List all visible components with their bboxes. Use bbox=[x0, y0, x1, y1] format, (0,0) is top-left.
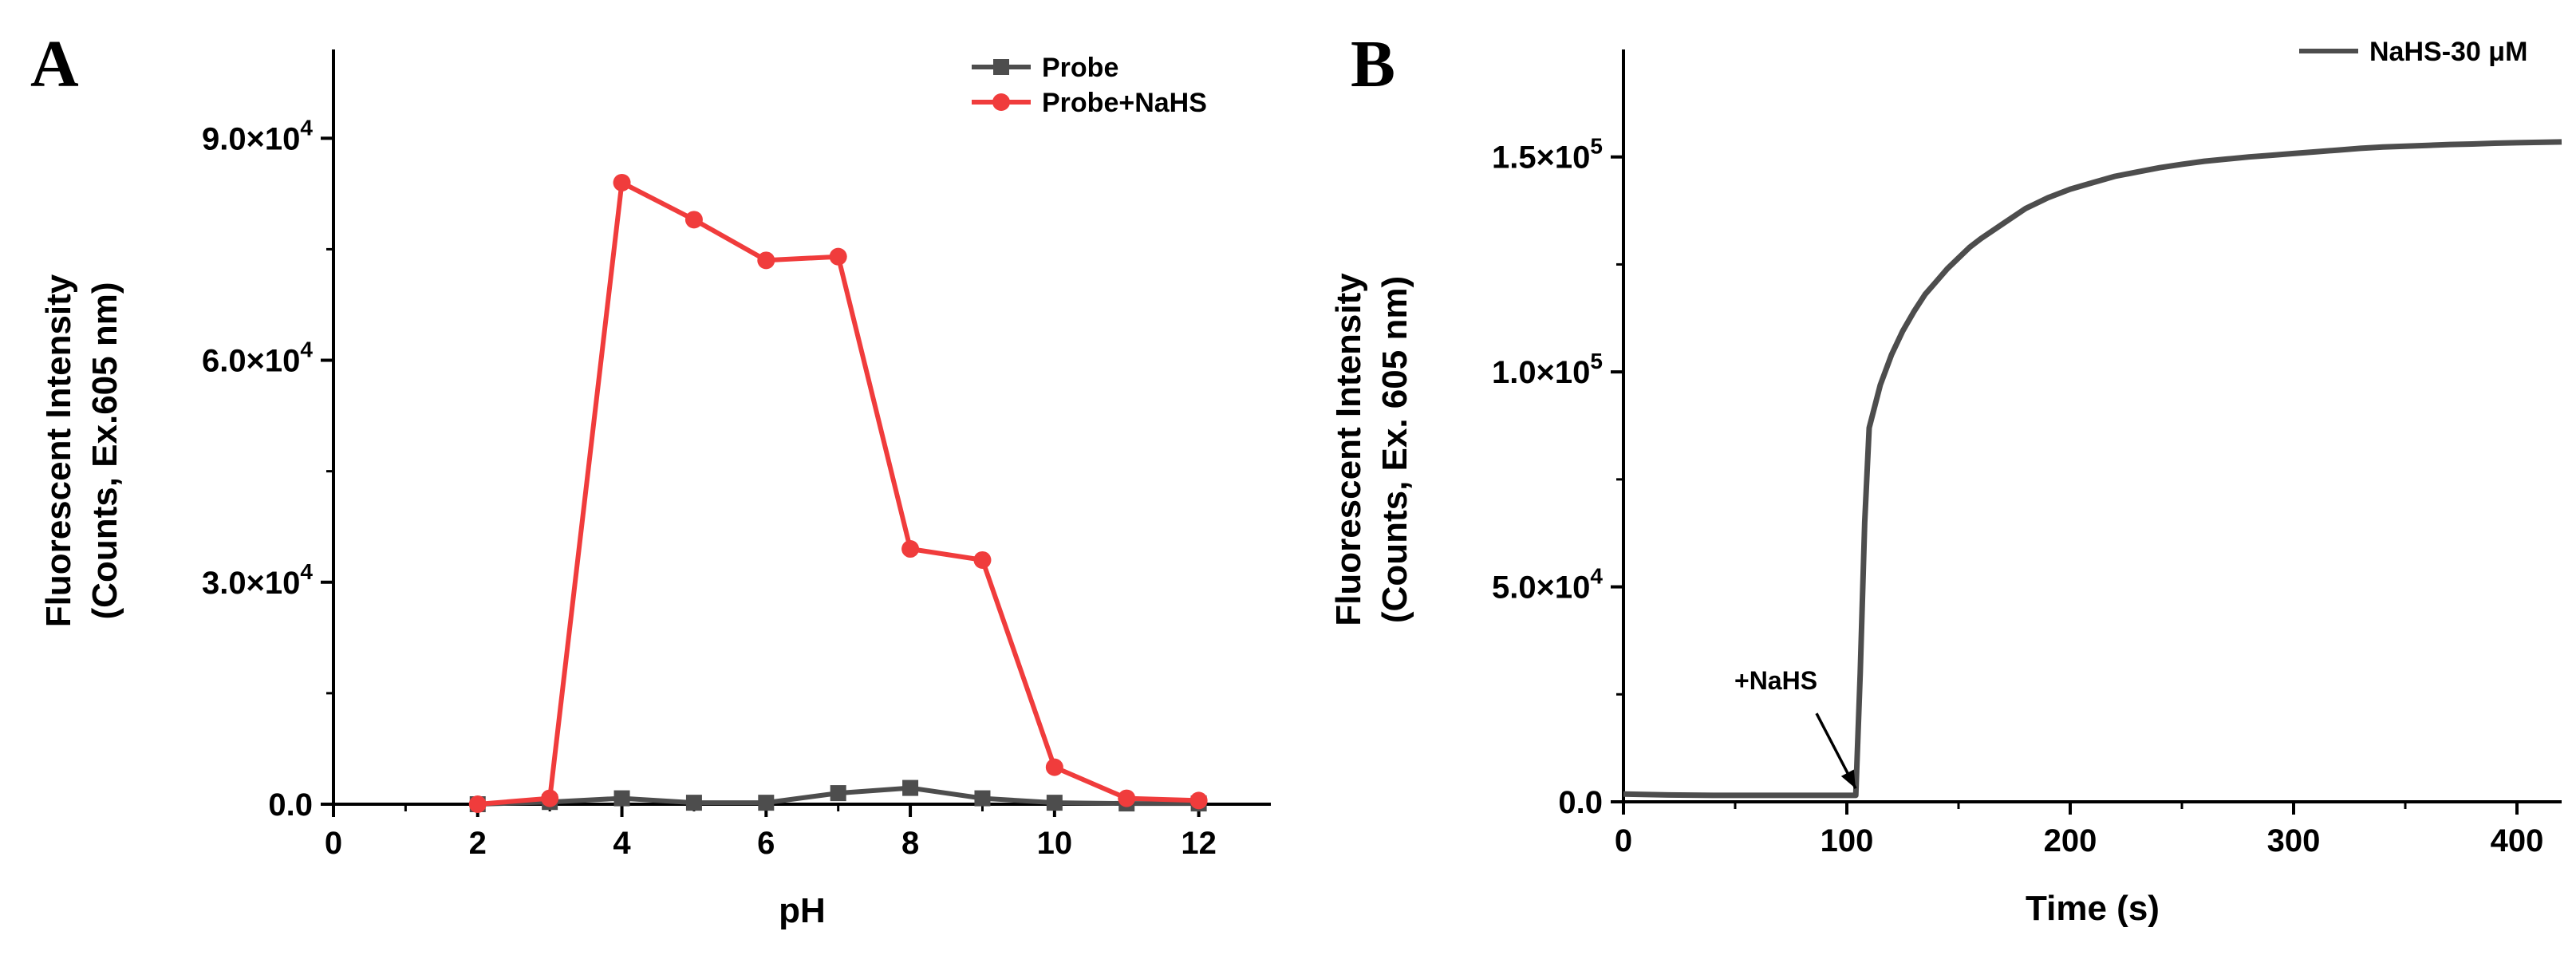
x-tick-label: 0 bbox=[325, 826, 342, 861]
y-tick-exponent: 4 bbox=[1590, 564, 1603, 589]
y-tick-mantissa: 5.0×10 bbox=[1492, 570, 1590, 606]
x-tick-label: 2 bbox=[469, 826, 487, 861]
x-tick-label: 10 bbox=[1037, 826, 1073, 861]
y-tick-label: 3.0×104 bbox=[202, 559, 313, 601]
y-tick-exponent: 4 bbox=[300, 115, 313, 140]
y-tick-exponent: 4 bbox=[300, 337, 313, 362]
y-tick-mantissa: 0.0 bbox=[268, 787, 313, 823]
y-tick-mantissa: 6.0×10 bbox=[202, 344, 300, 379]
data-point-circle bbox=[973, 551, 992, 569]
series-line-1 bbox=[1623, 139, 2562, 799]
y-tick-mantissa: 0.0 bbox=[1558, 785, 1603, 820]
y-axis-title-line2: (Counts, Ex. 605 nm) bbox=[1375, 276, 1414, 623]
data-point-circle bbox=[541, 789, 559, 807]
x-tick-label: 8 bbox=[901, 826, 919, 861]
annotation-arrow-head bbox=[1840, 769, 1856, 789]
data-point-circle bbox=[1118, 789, 1136, 807]
legend-marker-square bbox=[993, 59, 1009, 75]
x-tick-label: 200 bbox=[2044, 823, 2097, 858]
y-tick-mantissa: 9.0×10 bbox=[202, 121, 300, 156]
x-tick-label: 4 bbox=[613, 826, 631, 861]
legend-label: Probe+NaHS bbox=[1042, 88, 1207, 118]
data-point-square bbox=[613, 790, 630, 807]
data-point-circle bbox=[901, 540, 920, 558]
legend-label: NaHS-30 μM bbox=[2369, 37, 2527, 67]
panel-b-chart: B0 100 200 300 4000.05.0×1041.0×1051.5×105Ti… bbox=[1329, 27, 2562, 928]
y-axis-title-line1: Fluorescent Intensity bbox=[1329, 273, 1368, 626]
y-axis-title-line1: Fluorescent Intensity bbox=[39, 274, 78, 627]
x-tick-label: 0 bbox=[1615, 823, 1632, 858]
x-axis-title: Time (s) bbox=[2026, 889, 2160, 928]
data-point-circle bbox=[684, 211, 703, 229]
data-point-square bbox=[758, 795, 775, 811]
panel-a-chart: A0 2 4 6 8 10 120.03.0×1046.0×1049.0×104pHFluo… bbox=[30, 27, 1271, 930]
data-point-circle bbox=[613, 173, 631, 191]
y-tick-label: 1.5×105 bbox=[1492, 134, 1603, 176]
data-point-square bbox=[685, 795, 702, 811]
data-point-circle bbox=[468, 795, 487, 813]
panel-label: A bbox=[30, 27, 79, 101]
data-point-circle bbox=[1045, 758, 1063, 776]
data-point-square bbox=[1046, 795, 1063, 811]
y-tick-exponent: 5 bbox=[1590, 134, 1603, 159]
annotation-label: +NaHS bbox=[1734, 666, 1817, 695]
legend-marker-circle bbox=[992, 93, 1010, 111]
y-tick-exponent: 5 bbox=[1590, 349, 1603, 373]
x-tick-label: 300 bbox=[2267, 823, 2321, 858]
data-point-circle bbox=[829, 247, 847, 266]
y-tick-label: 5.0×104 bbox=[1492, 564, 1603, 606]
y-tick-mantissa: 3.0×10 bbox=[202, 566, 300, 601]
x-axis-title: pH bbox=[779, 891, 826, 930]
x-tick-label: 400 bbox=[2491, 823, 2544, 858]
y-tick-label: 0.0 bbox=[1558, 785, 1603, 820]
y-tick-mantissa: 1.0×10 bbox=[1492, 355, 1590, 390]
y-tick-mantissa: 1.5×10 bbox=[1492, 140, 1590, 176]
y-tick-label: 1.0×105 bbox=[1492, 349, 1603, 390]
x-tick-label: 6 bbox=[757, 826, 775, 861]
data-point-square bbox=[830, 785, 846, 802]
data-point-circle bbox=[1189, 791, 1208, 810]
data-point-circle bbox=[757, 251, 775, 270]
y-tick-exponent: 4 bbox=[300, 559, 313, 584]
y-tick-label: 0.0 bbox=[268, 787, 313, 823]
panel-label: B bbox=[1351, 27, 1395, 101]
y-axis-title-line2: (Counts, Ex.605 nm) bbox=[85, 282, 124, 620]
y-tick-label: 6.0×104 bbox=[202, 337, 313, 379]
y-tick-label: 9.0×104 bbox=[202, 115, 313, 156]
series-line-2 bbox=[477, 180, 1199, 807]
legend-label: Probe bbox=[1042, 53, 1118, 83]
x-tick-label: 12 bbox=[1181, 826, 1217, 861]
data-point-square bbox=[902, 779, 919, 796]
data-point-square bbox=[974, 790, 991, 807]
x-tick-label: 100 bbox=[1821, 823, 1874, 858]
